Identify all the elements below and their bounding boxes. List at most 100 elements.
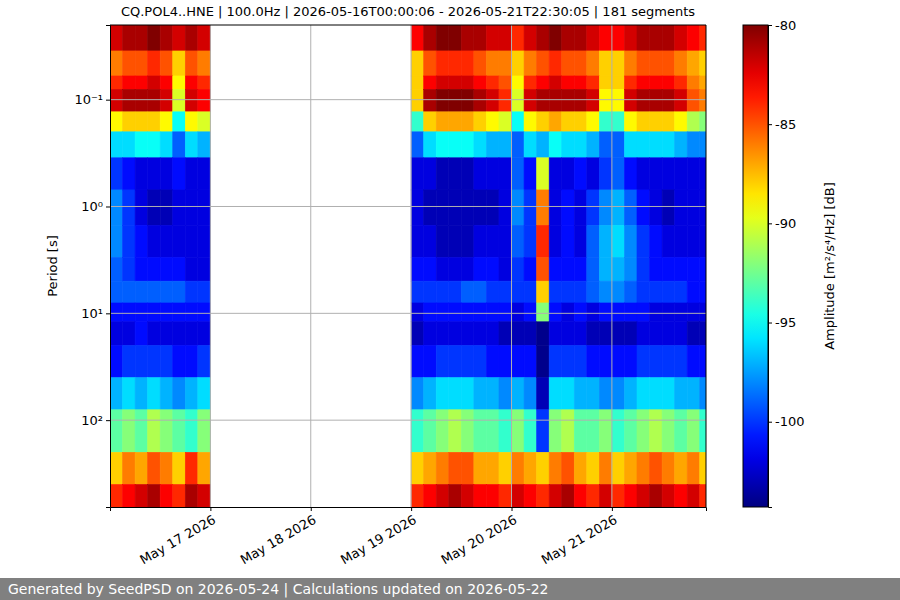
heatmap-cell: [499, 89, 512, 112]
heatmap-cell: [449, 158, 462, 190]
y-tick: 10⁻¹: [74, 92, 110, 107]
heatmap-cell: [198, 257, 211, 281]
heatmap-cell: [700, 281, 706, 303]
heatmap-cell: [524, 158, 537, 190]
heatmap-cell: [474, 89, 487, 112]
heatmap-cell: [424, 132, 437, 158]
colorbar-tick-label: -90: [775, 216, 796, 231]
heatmap-cell: [562, 25, 575, 51]
heatmap-cell: [160, 257, 173, 281]
heatmap-cell: [173, 112, 186, 132]
grid-line-x: [310, 25, 311, 507]
heatmap-cell: [587, 257, 600, 281]
heatmap-cell: [537, 76, 550, 89]
heatmap-cell: [687, 112, 700, 132]
heatmap-cell: [524, 410, 537, 453]
heatmap-cell: [524, 76, 537, 89]
heatmap-cell: [574, 322, 587, 346]
heatmap-cell: [185, 76, 198, 89]
heatmap-cell: [650, 410, 663, 453]
colorbar-tick-mark: [768, 223, 772, 224]
x-tick-mark: [210, 507, 211, 511]
heatmap-cell: [486, 190, 499, 225]
heatmap-cell: [160, 51, 173, 76]
heatmap-cell: [599, 51, 612, 76]
heatmap-cell: [662, 410, 675, 453]
heatmap-cell: [562, 51, 575, 76]
heatmap-cell: [185, 132, 198, 158]
y-axis: 10⁻¹10⁰10¹10²: [74, 26, 110, 508]
heatmap-cell: [587, 225, 600, 257]
heatmap-cell: [587, 410, 600, 453]
colorbar-tick-label: -95: [775, 315, 796, 330]
heatmap-cell: [700, 89, 706, 112]
heatmap-cell: [537, 257, 550, 281]
heatmap-cell: [436, 281, 449, 303]
heatmap-cell: [449, 345, 462, 377]
heatmap-cell: [599, 281, 612, 303]
y-tick-mark: [106, 206, 110, 207]
heatmap-cell: [461, 484, 474, 507]
heatmap-cell: [424, 257, 437, 281]
heatmap-cell: [198, 303, 211, 322]
heatmap-cell: [198, 51, 211, 76]
heatmap-cell: [160, 76, 173, 89]
heatmap-cell: [499, 484, 512, 507]
heatmap-cell: [637, 378, 650, 410]
heatmap-cell: [524, 322, 537, 346]
heatmap-cell: [587, 158, 600, 190]
heatmap-cell: [160, 452, 173, 484]
heatmap-cell: [474, 378, 487, 410]
heatmap-cell: [411, 378, 424, 410]
heatmap-cell: [123, 51, 136, 76]
heatmap-cell: [449, 257, 462, 281]
heatmap-cell: [198, 25, 211, 51]
heatmap-cell: [449, 322, 462, 346]
grid-line-y: [110, 99, 706, 100]
colorbar-tick-label: -80: [775, 18, 796, 33]
heatmap-cell: [624, 378, 637, 410]
heatmap-cell: [549, 452, 562, 484]
x-tick-label: May 21 2026: [539, 512, 620, 567]
heatmap-cell: [675, 322, 688, 346]
heatmap-cell: [512, 89, 525, 112]
heatmap-cells: [110, 25, 706, 507]
heatmap-cell: [461, 345, 474, 377]
heatmap-cell: [587, 51, 600, 76]
heatmap-cell: [700, 410, 706, 453]
heatmap-cell: [135, 225, 148, 257]
heatmap-cell: [461, 89, 474, 112]
heatmap-cell: [687, 76, 700, 89]
heatmap-cell: [474, 132, 487, 158]
heatmap-cell: [687, 158, 700, 190]
x-tick: May 21 2026: [539, 507, 620, 567]
grid-line-x: [210, 25, 211, 507]
heatmap-cell: [135, 452, 148, 484]
heatmap-cell: [662, 76, 675, 89]
heatmap-cell: [549, 410, 562, 453]
heatmap-cell: [411, 190, 424, 225]
heatmap-cell: [587, 25, 600, 51]
heatmap-cell: [486, 322, 499, 346]
heatmap-cell: [486, 112, 499, 132]
heatmap-cell: [512, 281, 525, 303]
heatmap-cell: [123, 281, 136, 303]
heatmap-cell: [587, 452, 600, 484]
heatmap-cell: [700, 484, 706, 507]
heatmap-cell: [461, 132, 474, 158]
heatmap-cell: [574, 158, 587, 190]
heatmap-cell: [650, 51, 663, 76]
heatmap-cell: [562, 225, 575, 257]
heatmap-cell: [185, 484, 198, 507]
heatmap-cell: [173, 225, 186, 257]
heatmap-cell: [675, 89, 688, 112]
heatmap-cell: [449, 225, 462, 257]
heatmap-cell: [612, 378, 625, 410]
heatmap-cell: [411, 158, 424, 190]
heatmap-cell: [537, 89, 550, 112]
heatmap-cell: [650, 190, 663, 225]
heatmap-cell: [537, 484, 550, 507]
heatmap-cell: [449, 51, 462, 76]
heatmap-cell: [512, 190, 525, 225]
heatmap-cell: [185, 452, 198, 484]
